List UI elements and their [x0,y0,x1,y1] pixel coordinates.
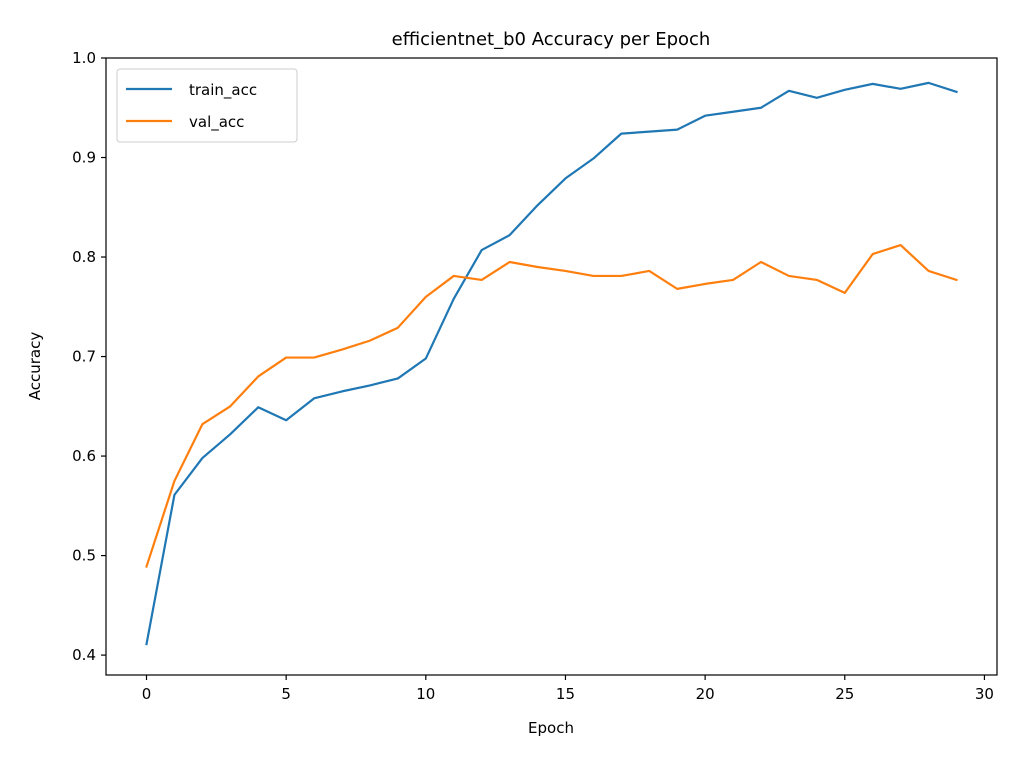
y-axis-label: Accuracy [26,332,44,401]
series-line-train_acc [145,81,958,646]
y-tick-label: 1.0 [72,49,96,67]
y-tick-label: 0.7 [72,348,96,366]
legend-box [116,68,298,143]
legend-label-val_acc: val_acc [189,113,244,132]
x-tick-label: 0 [142,685,152,703]
x-tick-label: 10 [416,685,435,703]
y-tick-label: 0.4 [72,646,96,664]
x-tick-label: 30 [975,685,994,703]
y-tick-label: 0.9 [72,149,96,167]
x-axis-label: Epoch [528,719,574,737]
chart-title: efficientnet_b0 Accuracy per Epoch [392,29,711,50]
y-tick-label: 0.6 [72,447,96,465]
x-tick-label: 15 [556,685,575,703]
axes-frame [105,57,998,676]
legend-label-train_acc: train_acc [189,81,257,100]
y-axis: 0.4 0.5 0.6 0.7 0.8 0.9 1.0 [72,49,106,664]
series-line-val_acc [145,243,958,568]
x-axis: 0 5 10 15 20 25 30 [142,675,994,703]
y-tick-label: 0.5 [72,547,96,565]
legend: train_acc val_acc [116,68,298,143]
plot-area [145,81,958,646]
y-tick-label: 0.8 [72,248,96,266]
x-tick-label: 25 [835,685,854,703]
x-tick-label: 5 [281,685,291,703]
x-tick-label: 20 [696,685,715,703]
